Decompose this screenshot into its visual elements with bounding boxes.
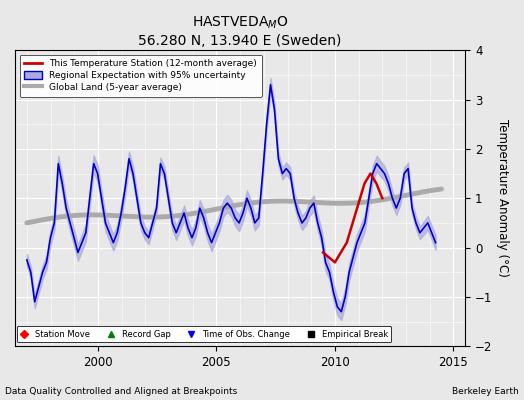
- Legend: Station Move, Record Gap, Time of Obs. Change, Empirical Break: Station Move, Record Gap, Time of Obs. C…: [17, 326, 391, 342]
- Y-axis label: Temperature Anomaly (°C): Temperature Anomaly (°C): [496, 119, 509, 277]
- Title: HASTVEDA$_M$O
56.280 N, 13.940 E (Sweden): HASTVEDA$_M$O 56.280 N, 13.940 E (Sweden…: [138, 15, 342, 48]
- Text: Berkeley Earth: Berkeley Earth: [452, 387, 519, 396]
- Text: Data Quality Controlled and Aligned at Breakpoints: Data Quality Controlled and Aligned at B…: [5, 387, 237, 396]
